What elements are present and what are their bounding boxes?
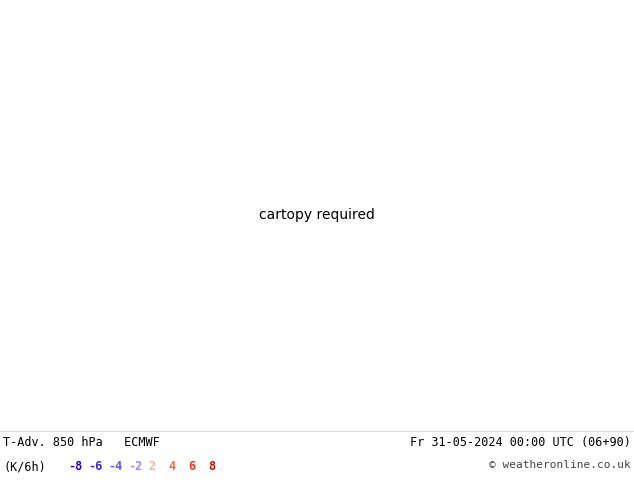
Text: 6: 6 — [188, 460, 195, 473]
Text: 4: 4 — [168, 460, 175, 473]
Text: -8: -8 — [68, 460, 82, 473]
Text: © weatheronline.co.uk: © weatheronline.co.uk — [489, 460, 631, 470]
Text: cartopy required: cartopy required — [259, 208, 375, 222]
Text: Fr 31-05-2024 00:00 UTC (06+90): Fr 31-05-2024 00:00 UTC (06+90) — [410, 436, 631, 449]
Text: 8: 8 — [208, 460, 215, 473]
Text: 2: 2 — [148, 460, 155, 473]
Text: -2: -2 — [128, 460, 142, 473]
Text: -4: -4 — [108, 460, 122, 473]
Text: T-Adv. 850 hPa   ECMWF: T-Adv. 850 hPa ECMWF — [3, 436, 160, 449]
Text: (K/6h): (K/6h) — [3, 460, 46, 473]
Text: -6: -6 — [88, 460, 102, 473]
